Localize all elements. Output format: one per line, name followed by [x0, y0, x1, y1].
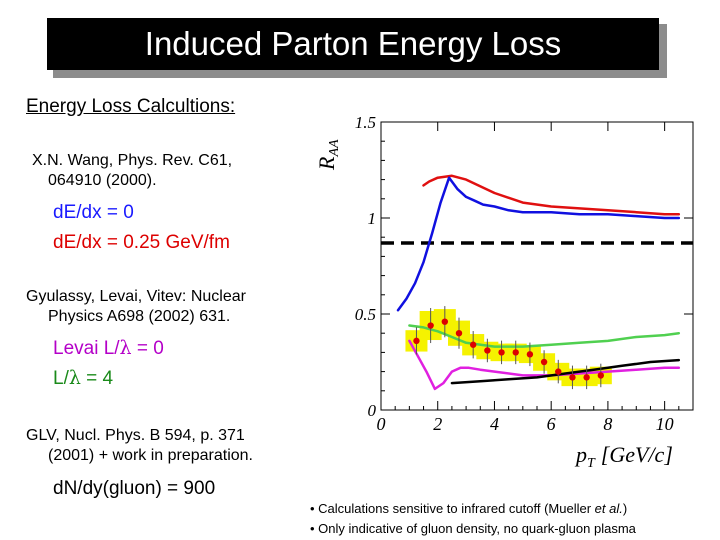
data-points-layer: [413, 306, 605, 390]
note-1-suffix: ): [622, 501, 628, 516]
lambda-symbol: λ: [68, 367, 81, 389]
y-axis-label: RAA: [314, 139, 342, 171]
series-curve: [422, 174, 681, 216]
x-tick-label: 2: [433, 414, 442, 434]
y-tick-label: 0.5: [355, 305, 376, 324]
x-tick-label: 4: [490, 414, 499, 434]
data-point: [526, 351, 534, 358]
ref1-item-red: dΕ/dx = 0.25 GeV/fm: [53, 232, 230, 253]
y-tick-label: 1.5: [355, 113, 376, 132]
title-banner: Induced Parton Energy Loss: [47, 18, 659, 70]
note-1: • Calculations sensitive to infrared cut…: [310, 499, 636, 519]
data-point: [413, 337, 420, 345]
y-axis-label-main: R: [314, 156, 339, 171]
data-point: [455, 330, 463, 337]
note-1-italic: et al.: [594, 501, 623, 516]
series-curve: [408, 339, 681, 391]
x-tick-label: 0: [377, 414, 386, 434]
notes: • Calculations sensitive to infrared cut…: [310, 499, 636, 539]
ref2-line2: Physics A698 (2002) 631.: [48, 308, 231, 325]
section-heading: Energy Loss Calcultions:: [26, 96, 236, 117]
data-point: [498, 349, 505, 356]
data-point: [512, 349, 519, 356]
x-tick-label: 8: [603, 414, 612, 434]
x-axis-label-unit: [GeV/c]: [601, 442, 673, 467]
note-2: • Only indicative of gluon density, no q…: [310, 521, 636, 536]
ticks-layer: 0 2 4 6 8 10 0 0.5 1 1.5: [355, 113, 693, 434]
data-point: [441, 318, 449, 325]
x-tick-label: 10: [656, 414, 674, 434]
ref2-item-purple-prefix: Levai L/: [53, 338, 120, 359]
data-point: [484, 347, 491, 354]
ref3-line1: GLV, Nucl. Phys. B 594, p. 371: [26, 427, 245, 444]
note-1-prefix: • Calculations sensitive to infrared cut…: [310, 501, 595, 516]
ref2-item-green-suffix: = 4: [80, 368, 114, 389]
series-curve: [408, 324, 681, 348]
ref2-item-purple-suffix: = 0: [131, 338, 164, 359]
data-point: [569, 374, 576, 381]
y-axis-label-sub: AA: [327, 139, 342, 158]
ref2-item-green: L/λ = 4: [53, 367, 114, 389]
ref2-item-green-prefix: L/: [53, 368, 69, 389]
ref2-line1: Gyulassy, Levai, Vitev: Nuclear: [26, 288, 246, 305]
ref1-line1: X.N. Wang, Phys. Rev. C61,: [32, 152, 233, 169]
x-axis-label-sub: T: [587, 456, 596, 471]
y-tick-label: 0: [368, 401, 377, 420]
y-tick-label: 1: [368, 209, 377, 228]
data-point: [427, 322, 434, 329]
ref3-item: dN/dy(gluon) = 900: [53, 478, 216, 499]
x-axis-label-main: p: [574, 442, 587, 467]
series-layer: [396, 174, 681, 391]
ref1-line2: 064910 (2000).: [48, 172, 157, 189]
lambda-symbol: λ: [119, 337, 132, 359]
data-point: [597, 372, 605, 379]
ref2-item-purple: Levai L/λ = 0: [53, 337, 164, 359]
data-point: [583, 374, 590, 381]
x-tick-label: 6: [547, 414, 556, 434]
ref1-item-blue: dΕ/dx = 0: [53, 202, 134, 223]
ref3-line2: (2001) + work in preparation.: [48, 447, 253, 464]
series-curve: [450, 358, 681, 385]
series-curve: [396, 176, 681, 312]
data-point: [555, 368, 562, 375]
slide-title: Induced Parton Energy Loss: [144, 25, 562, 62]
x-axis-label: pT [GeV/c]: [574, 442, 673, 471]
data-point: [469, 341, 477, 348]
data-point: [540, 358, 548, 366]
